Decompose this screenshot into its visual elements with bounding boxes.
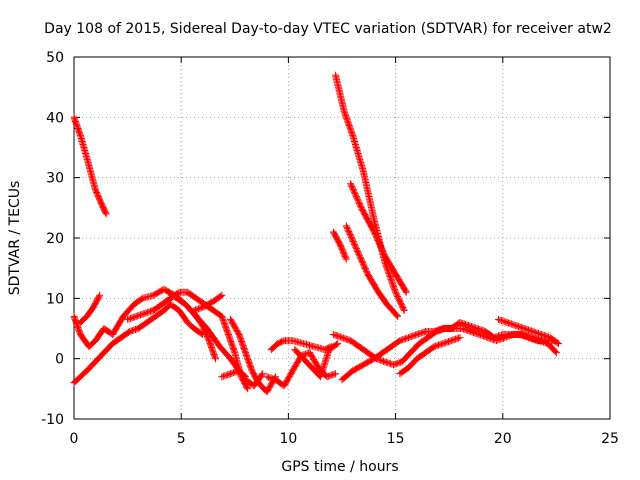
series-track-8 (76, 291, 104, 326)
data-points (70, 113, 110, 218)
y-tick-label: 20 (46, 231, 64, 247)
series-track-20 (495, 315, 562, 348)
y-tick-label: 0 (55, 352, 64, 368)
series-track-4 (342, 222, 402, 320)
x-tick-label: 20 (494, 431, 512, 447)
x-tick-label: 15 (387, 431, 405, 447)
series-track-5 (329, 228, 350, 263)
data-points (76, 291, 104, 326)
y-tick-label: 10 (46, 291, 64, 307)
data-points (218, 367, 267, 390)
y-tick-label: -10 (41, 412, 64, 428)
series-track-15 (263, 349, 340, 390)
y-tick-label: 50 (46, 50, 64, 66)
data-points (329, 228, 350, 263)
series-track-16 (291, 340, 342, 381)
series-track-19 (396, 334, 464, 378)
series-track-18 (338, 319, 558, 384)
x-tick-label: 25 (601, 431, 619, 447)
y-tick-label: 40 (46, 110, 64, 126)
x-tick-label: 10 (279, 431, 297, 447)
grid (74, 57, 610, 419)
chart-title: Day 108 of 2015, Sidereal Day-to-day VTE… (44, 21, 612, 37)
series-track-3 (347, 180, 410, 296)
y-axis-title: SDTVAR / TECUs (7, 181, 23, 296)
data-points (267, 337, 335, 354)
series-track-1 (70, 113, 110, 218)
x-tick-label: 0 (70, 431, 79, 447)
data-points (338, 319, 558, 384)
series-track-6 (70, 300, 207, 387)
data-points (342, 222, 402, 320)
series-track-14 (267, 337, 335, 354)
x-axis-title: GPS time / hours (281, 459, 398, 475)
data-points (70, 300, 207, 387)
data-series (70, 71, 562, 396)
data-points (263, 349, 340, 390)
data-points (291, 340, 342, 381)
x-tick-label: 5 (177, 431, 186, 447)
data-points (347, 180, 410, 296)
series-track-11 (190, 291, 226, 314)
axis-ticks: 0 5 10 15 20 25 -10 0 10 20 30 40 50 (41, 50, 619, 447)
data-points (190, 291, 226, 314)
series-track-13 (218, 367, 267, 390)
data-points (396, 334, 464, 378)
data-points (495, 315, 562, 348)
y-tick-label: 30 (46, 171, 64, 187)
